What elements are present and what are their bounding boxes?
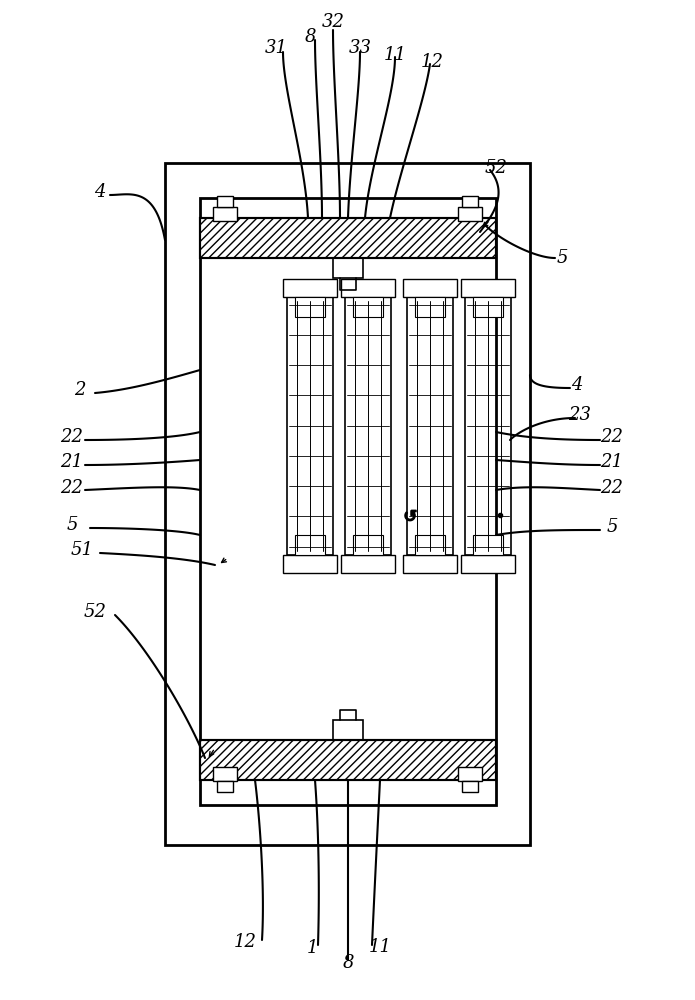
Bar	[461, 555, 515, 573]
Text: 22: 22	[60, 479, 83, 497]
Bar	[200, 218, 496, 258]
Text: 22: 22	[600, 479, 623, 497]
Bar	[415, 297, 445, 317]
Text: 21: 21	[60, 453, 83, 471]
Bar	[341, 555, 395, 573]
Bar	[458, 207, 482, 221]
Text: 21: 21	[600, 453, 623, 471]
Bar	[213, 207, 237, 221]
Text: 12: 12	[234, 933, 256, 951]
Bar	[287, 297, 333, 555]
Bar	[461, 279, 515, 297]
Bar	[345, 297, 391, 555]
Text: 52: 52	[484, 159, 507, 177]
Bar	[353, 297, 383, 317]
Text: 4: 4	[571, 376, 582, 394]
Text: 2: 2	[74, 381, 85, 399]
Text: 31: 31	[265, 39, 288, 57]
Bar	[217, 781, 233, 792]
Bar	[200, 218, 496, 258]
Bar	[217, 196, 233, 207]
Bar	[341, 279, 395, 297]
Bar	[165, 163, 530, 845]
Text: 23: 23	[569, 406, 591, 424]
Text: 5: 5	[606, 518, 618, 536]
Text: 52: 52	[83, 603, 106, 621]
Bar	[200, 198, 496, 805]
Bar	[200, 740, 496, 780]
Bar	[200, 740, 496, 780]
Bar	[213, 767, 237, 781]
Bar	[295, 297, 325, 317]
Text: 12: 12	[420, 53, 443, 71]
Bar	[415, 535, 445, 555]
Bar	[407, 297, 453, 555]
Bar	[465, 297, 511, 555]
Text: 5: 5	[556, 249, 568, 267]
Bar	[403, 279, 457, 297]
Bar	[473, 535, 503, 555]
Text: 1: 1	[306, 939, 318, 957]
Text: 8: 8	[304, 28, 316, 46]
Text: 8: 8	[342, 954, 354, 972]
Bar	[283, 279, 337, 297]
Text: 4: 4	[95, 183, 106, 201]
Text: 32: 32	[322, 13, 345, 31]
Text: 33: 33	[348, 39, 372, 57]
Text: 11: 11	[368, 938, 391, 956]
Text: 5: 5	[66, 516, 78, 534]
Bar	[295, 535, 325, 555]
Bar	[333, 720, 363, 740]
Bar	[462, 196, 478, 207]
Text: 51: 51	[70, 541, 94, 559]
Text: 22: 22	[60, 428, 83, 446]
Text: 22: 22	[600, 428, 623, 446]
Bar	[458, 767, 482, 781]
Bar	[283, 555, 337, 573]
Bar	[333, 258, 363, 278]
Bar	[473, 297, 503, 317]
Bar	[353, 535, 383, 555]
Bar	[462, 781, 478, 792]
Bar	[403, 555, 457, 573]
Text: 11: 11	[384, 46, 407, 64]
